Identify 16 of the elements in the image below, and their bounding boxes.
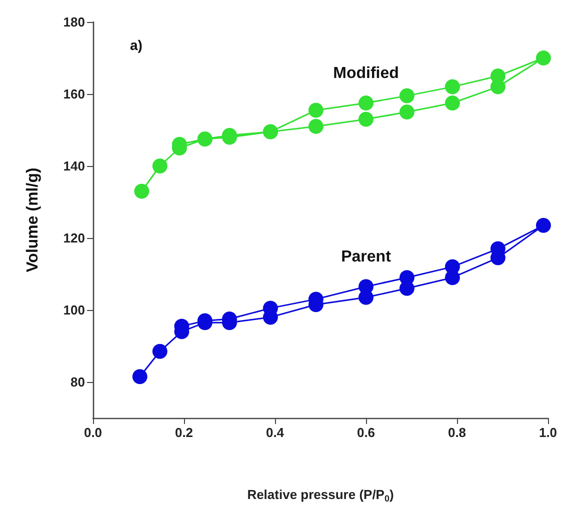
annotation: a) xyxy=(130,37,142,53)
x-tick-label: 0.8 xyxy=(448,425,466,440)
series-label: Modified xyxy=(333,65,399,82)
y-tick-label: 80 xyxy=(70,374,85,390)
y-tick-label: 160 xyxy=(63,86,85,102)
series-label: Parent xyxy=(341,248,392,266)
x-tick-label: 0.2 xyxy=(174,425,194,440)
x-tick-label: 0.4 xyxy=(266,425,285,440)
x-tick-label: 0.0 xyxy=(84,425,102,440)
y-tick-label: 140 xyxy=(63,158,85,174)
y-tick-label: 100 xyxy=(63,302,85,318)
x-tick-label: 1.0 xyxy=(538,425,558,440)
y-tick-label: 180 xyxy=(63,14,85,30)
y-tick-label: 120 xyxy=(63,230,85,246)
y-axis-title: Volume (ml/g) xyxy=(24,168,42,272)
x-tick-label: 0.6 xyxy=(356,425,376,440)
